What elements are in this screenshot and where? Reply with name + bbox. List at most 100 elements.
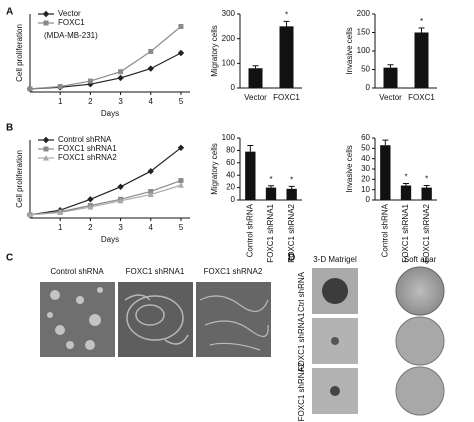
y-axis-label: Invasive cells — [345, 27, 354, 75]
bar — [248, 68, 263, 88]
y-axis-label: Cell proliferation — [15, 24, 24, 82]
error-bar — [252, 65, 259, 69]
marker — [178, 178, 184, 184]
marker — [43, 146, 49, 152]
annotation: (MDA-MB-231) — [44, 31, 98, 40]
y-tick-label: 300 — [222, 9, 236, 18]
series-line — [29, 184, 182, 216]
x-tick-label: 1 — [58, 97, 63, 106]
marker — [42, 10, 50, 18]
x-axis-label: Days — [101, 109, 119, 118]
error-bar — [387, 64, 394, 68]
y-tick-label: 30 — [361, 164, 370, 173]
colony — [331, 337, 339, 345]
panel-label: D — [288, 253, 295, 264]
legend-label: FOXC1 shRNA2 — [58, 153, 117, 162]
x-tick-label: 3 — [118, 97, 123, 106]
x-tick-label: 3 — [118, 223, 123, 232]
series-line — [29, 52, 182, 90]
x-tick-label: FOXC1 shRNA1 — [266, 203, 275, 262]
column-label: 3-D Matrigel — [313, 255, 357, 264]
marker — [27, 211, 33, 218]
row-label: FOXC1 shRNA1 — [297, 312, 306, 371]
colony — [322, 278, 348, 304]
row-label: FOXC1 shRNA2 — [297, 362, 306, 421]
x-tick-label: FOXC1 shRNA1 — [401, 203, 410, 262]
x-tick-label: FOXC1 shRNA2 — [422, 203, 431, 262]
bar — [245, 151, 256, 200]
colony — [330, 386, 340, 396]
y-tick-label: 200 — [222, 34, 236, 43]
bar — [265, 187, 277, 200]
error-bar — [247, 144, 254, 152]
series-line — [29, 26, 182, 90]
y-tick-label: 50 — [361, 143, 370, 152]
significance-marker: * — [425, 175, 428, 184]
y-tick-label: 50 — [361, 65, 370, 74]
cells — [199, 295, 269, 351]
marker — [27, 86, 33, 92]
column-label: Soft agar — [404, 255, 437, 264]
marker — [147, 168, 154, 175]
error-bar — [268, 185, 274, 188]
image-label: FOXC1 shRNA1 — [126, 267, 185, 276]
y-axis-label: Cell proliferation — [15, 150, 24, 208]
x-tick-label: FOXC1 — [408, 93, 435, 102]
series-line — [29, 147, 182, 216]
row-label: Ctrl shRNA — [297, 271, 306, 312]
marker — [43, 20, 49, 26]
y-tick-label: 40 — [226, 170, 235, 179]
marker — [177, 182, 184, 188]
marker — [57, 84, 63, 90]
legend-label: FOXC1 — [58, 18, 85, 27]
marker — [147, 191, 154, 198]
y-tick-label: 40 — [361, 154, 370, 163]
bar — [279, 26, 294, 88]
panel-label: C — [6, 253, 13, 264]
x-tick-label: 5 — [179, 223, 184, 232]
marker — [87, 196, 94, 203]
x-tick-label: Control shRNA — [245, 203, 254, 257]
cells — [47, 287, 103, 350]
error-bar — [423, 185, 430, 188]
y-tick-label: 10 — [361, 185, 370, 194]
micrograph — [196, 282, 271, 357]
significance-marker: * — [404, 173, 407, 182]
bar — [383, 67, 398, 88]
bar — [421, 187, 432, 200]
y-tick-label: 60 — [361, 133, 370, 142]
marker — [147, 65, 154, 72]
marker — [87, 204, 94, 210]
error-bar — [403, 182, 409, 186]
bar — [414, 32, 429, 88]
x-axis-label: Days — [101, 235, 119, 244]
y-tick-label: 20 — [361, 174, 370, 183]
error-bar — [283, 20, 290, 27]
micrograph — [118, 282, 193, 357]
marker — [43, 155, 49, 161]
y-tick-label: 0 — [366, 195, 371, 204]
panel-d: 3-D Matrigel Soft agar Ctrl shRNA FOXC1 … — [297, 255, 445, 421]
x-tick-label: Control shRNA — [380, 203, 389, 257]
legend-label: Vector — [58, 9, 81, 18]
x-tick-label: 1 — [58, 223, 63, 232]
y-tick-label: 0 — [231, 195, 236, 204]
legend-label: FOXC1 shRNA1 — [58, 144, 117, 153]
panel-label: A — [6, 7, 13, 18]
panel-c: Control shRNA FOXC1 shRNA1 FOXC1 shRNA2 — [40, 267, 271, 357]
y-tick-label: 100 — [222, 58, 236, 67]
error-bar — [382, 139, 389, 146]
x-tick-label: FOXC1 shRNA2 — [287, 203, 296, 262]
error-bar — [288, 185, 295, 189]
panel-label: B — [6, 123, 13, 134]
marker — [177, 49, 185, 57]
x-tick-label: FOXC1 — [273, 93, 300, 102]
soft-agar-plate — [395, 366, 445, 416]
significance-marker: * — [420, 17, 423, 26]
y-tick-label: 200 — [357, 9, 371, 18]
soft-agar-plate — [395, 316, 445, 366]
significance-marker: * — [269, 175, 272, 184]
significance-marker: * — [285, 11, 288, 20]
y-tick-label: 80 — [226, 146, 235, 155]
